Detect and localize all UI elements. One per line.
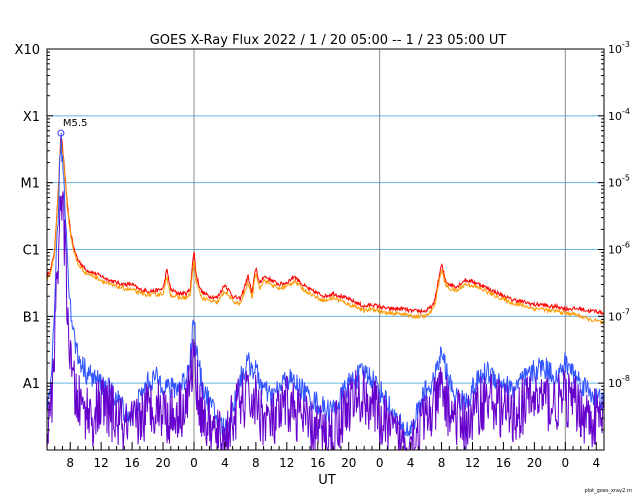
x-tick-label: 8: [438, 456, 446, 470]
series-line-3: [46, 132, 605, 438]
series-line-2: [46, 141, 605, 325]
x-tick-label: 4: [221, 456, 229, 470]
right-tick-label: 10-3: [608, 40, 630, 56]
x-tick-label: 12: [465, 456, 480, 470]
annotations: M5.5: [57, 118, 88, 137]
x-tick-label: 4: [592, 456, 600, 470]
right-tick-label: 10-6: [608, 241, 630, 257]
x-axis-label: UT: [318, 473, 336, 488]
x-tick-label: 16: [496, 456, 511, 470]
series-lines: [46, 132, 605, 452]
x-tick-label: 16: [310, 456, 325, 470]
x-tick-label: 20: [527, 456, 542, 470]
right-tick-label: 10-7: [608, 307, 630, 323]
chart-title: GOES X-Ray Flux 2022 / 1 / 20 05:00 -- 1…: [150, 33, 507, 48]
left-tick-label-C1: C1: [23, 244, 40, 259]
x-tick-label: 16: [124, 456, 139, 470]
x-tick-label: 8: [66, 456, 74, 470]
x-tick-label: 0: [561, 456, 569, 470]
right-tick-label: 10-8: [608, 374, 630, 390]
left-tick-label-A1: A1: [23, 377, 40, 392]
left-axis: X10 X1 M1 C1 B1 A1: [15, 43, 40, 392]
x-tick-label: 20: [341, 456, 356, 470]
series-line-1: [46, 135, 605, 316]
right-tick-label: 10-4: [608, 107, 630, 123]
x-tick-label: 20: [155, 456, 170, 470]
right-axis: 10-3 10-4 10-5 10-6 10-7 10-8: [608, 40, 630, 390]
x-tick-label: 12: [94, 456, 109, 470]
right-tick-label: 10-5: [608, 174, 630, 190]
left-tick-label-B1: B1: [23, 310, 40, 325]
plot-credit: plot_goes_xray2.rn: [584, 488, 632, 494]
left-tick-label-X1: X1: [23, 110, 40, 125]
x-tick-label: 8: [252, 456, 260, 470]
left-tick-label-X10: X10: [15, 43, 40, 58]
x-tick-label: 0: [190, 456, 198, 470]
axis-ticks: [46, 48, 605, 450]
x-tick-label: 12: [279, 456, 294, 470]
flare-marker-1: [57, 129, 65, 137]
grid-lines: [47, 49, 604, 450]
flare-label-1: M5.5: [63, 118, 88, 129]
x-tick-label: 0: [376, 456, 384, 470]
x-tick-label: 4: [407, 456, 415, 470]
x-axis: 8 12 16 20 0 4 8 12 16 20 0 4 8 12 16 20 0 4: [66, 456, 600, 470]
left-tick-label-M1: M1: [21, 177, 41, 192]
